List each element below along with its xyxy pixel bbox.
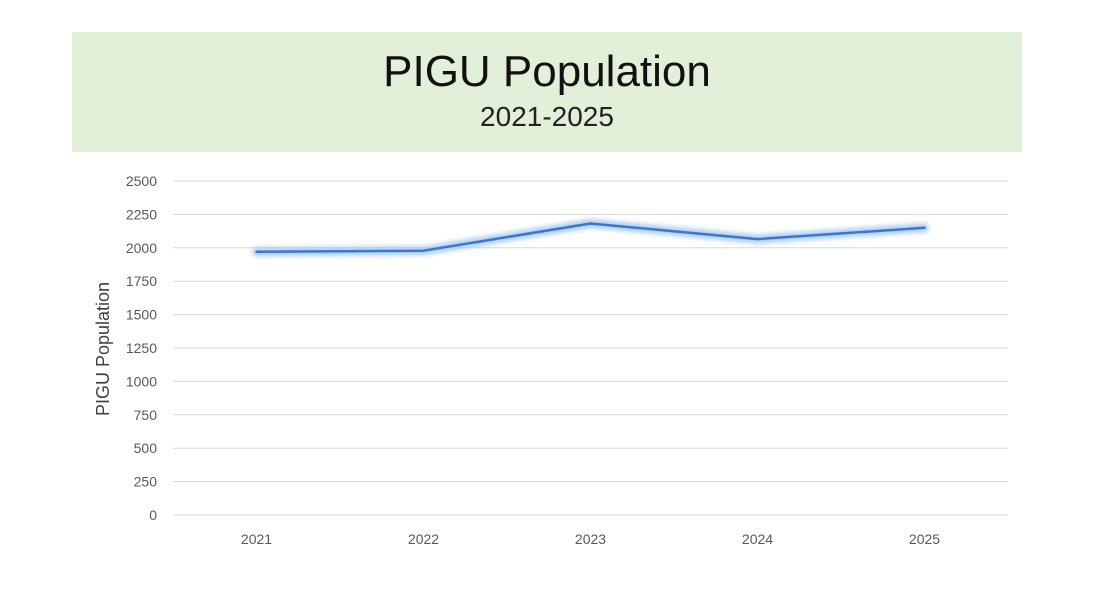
title-banner: PIGU Population 2021-2025: [72, 32, 1022, 152]
x-tick-label: 2024: [742, 531, 773, 547]
data-point: [923, 226, 926, 229]
chart-subtitle: 2021-2025: [480, 101, 614, 132]
x-tick-label: 2025: [909, 531, 940, 547]
y-tick-label: 1250: [126, 340, 157, 356]
y-axis-label: PIGU Population: [93, 282, 113, 416]
data-point: [756, 237, 759, 241]
y-tick-label: 1750: [126, 273, 157, 289]
y-axis-ticks: 0 250 500 750 1000 1250 1500 1750 2000 2250 2500: [126, 173, 157, 523]
data-point: [255, 250, 258, 254]
y-tick-label: 2000: [126, 240, 157, 256]
x-tick-label: 2021: [241, 531, 272, 547]
series-line: [252, 219, 929, 257]
y-tick-label: 250: [134, 474, 158, 490]
y-tick-label: 1000: [126, 373, 157, 389]
x-tick-label: 2022: [408, 531, 439, 547]
y-tick-label: 1500: [126, 307, 157, 323]
data-point: [422, 249, 425, 252]
y-tick-label: 750: [134, 407, 158, 423]
y-tick-label: 2500: [126, 173, 157, 189]
chart-title: PIGU Population: [383, 47, 711, 96]
y-tick-label: 500: [134, 440, 158, 456]
x-tick-label: 2023: [575, 531, 606, 547]
y-tick-label: 2250: [126, 206, 157, 222]
x-axis-ticks: 2021 2022 2023 2024 2025: [241, 531, 940, 547]
gridlines: [173, 180, 1008, 516]
data-point: [589, 222, 592, 225]
y-tick-label: 0: [149, 507, 157, 523]
